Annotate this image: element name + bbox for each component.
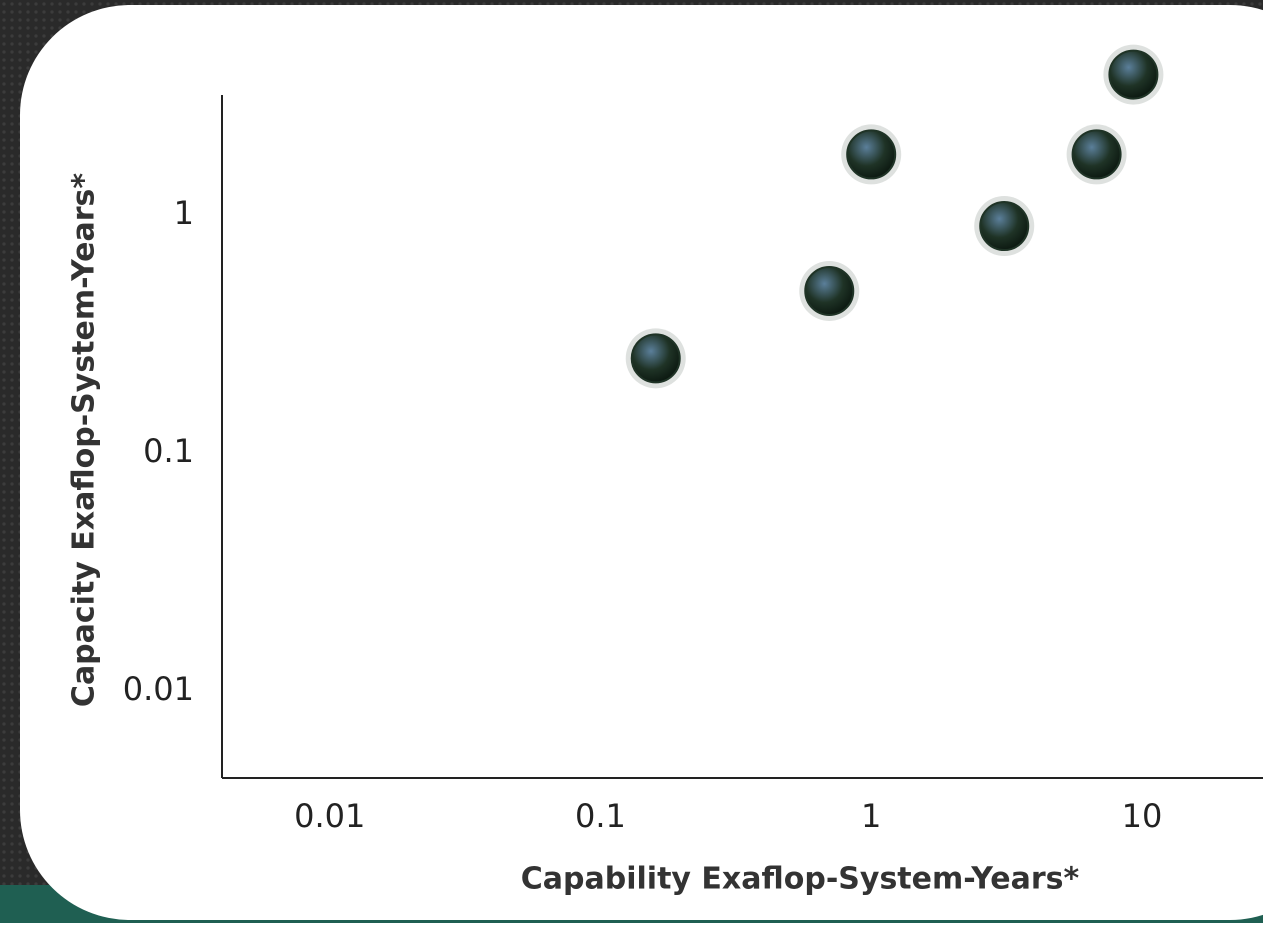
y-tick-label: 1 [174,194,194,232]
point [1109,51,1157,99]
y-tick-label: 0.01 [123,670,194,708]
point [1073,130,1121,178]
x-tick-label: 0.01 [294,797,365,835]
point [805,267,853,315]
point [632,334,680,382]
point [980,202,1028,250]
chart: Capability Exaflop-System-Years* Capacit… [0,0,1263,923]
x-tick-label: 0.1 [575,797,626,835]
x-tick-label: 10 [1122,797,1163,835]
x-tick-label: 1 [861,797,881,835]
x-axis-label: Capability Exaflop-System-Years* [521,862,1080,897]
y-tick-label: 0.1 [143,432,194,470]
point [847,130,895,178]
y-axis-label: Capacity Exaflop-System-Years* [67,173,102,707]
